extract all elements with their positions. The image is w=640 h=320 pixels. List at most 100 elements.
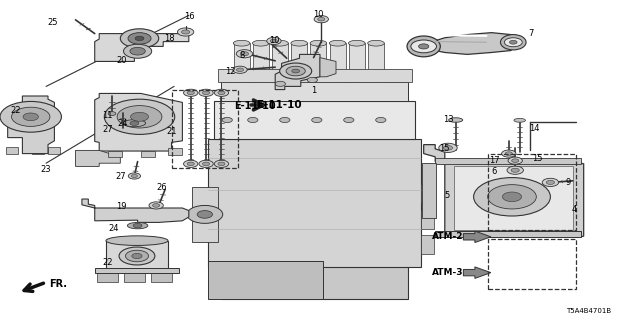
Circle shape bbox=[270, 39, 278, 43]
Circle shape bbox=[507, 166, 524, 174]
Circle shape bbox=[411, 40, 436, 53]
Ellipse shape bbox=[514, 118, 525, 122]
Circle shape bbox=[119, 247, 155, 265]
Polygon shape bbox=[234, 43, 250, 82]
Circle shape bbox=[130, 121, 139, 125]
Circle shape bbox=[267, 37, 281, 44]
Polygon shape bbox=[320, 58, 336, 77]
Circle shape bbox=[505, 152, 513, 156]
Circle shape bbox=[214, 160, 228, 167]
Polygon shape bbox=[424, 145, 584, 237]
Circle shape bbox=[439, 143, 457, 152]
Polygon shape bbox=[221, 82, 408, 101]
Polygon shape bbox=[97, 272, 118, 282]
Ellipse shape bbox=[272, 40, 289, 46]
Polygon shape bbox=[141, 151, 155, 157]
Text: 4: 4 bbox=[572, 205, 577, 214]
Polygon shape bbox=[32, 147, 44, 154]
Text: 21: 21 bbox=[166, 127, 177, 136]
Text: 24: 24 bbox=[118, 119, 128, 128]
Circle shape bbox=[131, 112, 148, 121]
Circle shape bbox=[218, 162, 225, 166]
Circle shape bbox=[292, 69, 300, 73]
Polygon shape bbox=[275, 54, 320, 90]
Circle shape bbox=[214, 89, 228, 96]
Ellipse shape bbox=[500, 35, 526, 50]
Ellipse shape bbox=[253, 40, 269, 46]
Polygon shape bbox=[8, 96, 54, 154]
Ellipse shape bbox=[367, 40, 384, 46]
Text: E-11-10: E-11-10 bbox=[234, 100, 276, 111]
Circle shape bbox=[135, 36, 144, 41]
Circle shape bbox=[182, 30, 189, 34]
Circle shape bbox=[504, 38, 522, 47]
Circle shape bbox=[199, 89, 213, 96]
Text: E-11-10: E-11-10 bbox=[257, 100, 302, 110]
Circle shape bbox=[419, 44, 429, 49]
Polygon shape bbox=[310, 43, 326, 82]
Circle shape bbox=[307, 77, 317, 83]
Polygon shape bbox=[272, 43, 288, 82]
Polygon shape bbox=[208, 139, 421, 267]
Circle shape bbox=[547, 180, 554, 184]
Polygon shape bbox=[421, 235, 434, 254]
Polygon shape bbox=[95, 34, 189, 61]
Polygon shape bbox=[127, 268, 143, 273]
Text: 11: 11 bbox=[102, 111, 113, 120]
Circle shape bbox=[280, 117, 290, 123]
Text: 5: 5 bbox=[444, 191, 449, 200]
Ellipse shape bbox=[349, 40, 365, 46]
Circle shape bbox=[275, 81, 285, 86]
Circle shape bbox=[344, 117, 354, 123]
Polygon shape bbox=[291, 43, 307, 82]
Circle shape bbox=[233, 66, 247, 73]
Circle shape bbox=[184, 89, 198, 96]
Polygon shape bbox=[208, 261, 323, 299]
Ellipse shape bbox=[329, 40, 346, 46]
Text: 14: 14 bbox=[529, 124, 540, 133]
Circle shape bbox=[12, 107, 50, 126]
Ellipse shape bbox=[123, 120, 146, 127]
Text: 7: 7 bbox=[529, 29, 534, 38]
Polygon shape bbox=[463, 231, 491, 243]
Polygon shape bbox=[463, 267, 491, 278]
Text: FR.: FR. bbox=[49, 279, 67, 289]
Circle shape bbox=[444, 146, 452, 150]
Text: 13: 13 bbox=[443, 115, 453, 124]
Polygon shape bbox=[349, 43, 365, 82]
Polygon shape bbox=[76, 150, 120, 166]
Polygon shape bbox=[82, 199, 189, 222]
Circle shape bbox=[120, 29, 159, 48]
Polygon shape bbox=[154, 268, 170, 273]
Ellipse shape bbox=[407, 36, 440, 57]
Circle shape bbox=[202, 162, 210, 166]
Text: 15: 15 bbox=[440, 144, 450, 153]
Ellipse shape bbox=[291, 40, 308, 46]
Text: 12: 12 bbox=[225, 67, 236, 76]
Circle shape bbox=[508, 157, 522, 164]
Text: 10: 10 bbox=[314, 10, 324, 19]
Polygon shape bbox=[99, 268, 115, 273]
Circle shape bbox=[184, 160, 198, 167]
Polygon shape bbox=[435, 231, 581, 237]
Circle shape bbox=[132, 253, 142, 259]
Circle shape bbox=[511, 168, 519, 172]
Ellipse shape bbox=[233, 40, 250, 46]
Text: 17: 17 bbox=[489, 156, 499, 165]
Bar bbox=[488, 154, 576, 230]
Circle shape bbox=[125, 250, 148, 262]
Text: 9: 9 bbox=[566, 178, 571, 187]
Circle shape bbox=[511, 159, 519, 163]
Circle shape bbox=[502, 150, 516, 157]
Circle shape bbox=[317, 17, 325, 21]
Polygon shape bbox=[108, 151, 122, 157]
Bar bbox=[172, 90, 238, 168]
Circle shape bbox=[312, 117, 322, 123]
Circle shape bbox=[149, 202, 163, 209]
Text: 26: 26 bbox=[156, 183, 166, 192]
Circle shape bbox=[104, 99, 175, 134]
Polygon shape bbox=[368, 43, 384, 82]
Circle shape bbox=[23, 113, 38, 121]
Circle shape bbox=[241, 52, 248, 56]
Polygon shape bbox=[95, 268, 179, 273]
